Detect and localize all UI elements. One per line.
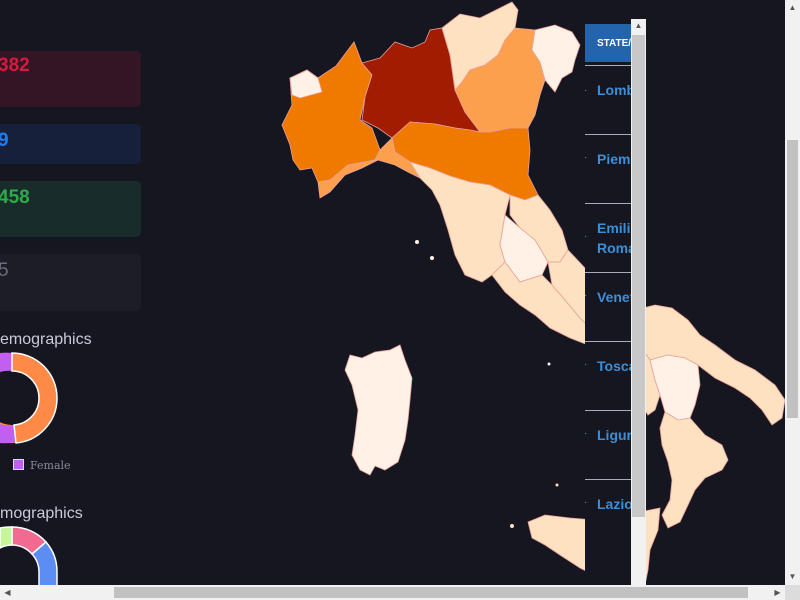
table-row-emilia-romagna[interactable]: ▶ Emilia- Romagna xyxy=(585,203,631,272)
age-donut xyxy=(0,526,58,586)
table-row-lazio[interactable]: ▶ Lazio xyxy=(585,479,631,548)
table-row-name-line2: Romagna xyxy=(597,240,631,256)
region-basilicata[interactable] xyxy=(649,354,701,421)
table-row-name: Lombardia xyxy=(597,82,631,98)
table-row-piemonte[interactable]: ▶ Piemonte xyxy=(585,134,631,203)
table-row-toscana[interactable]: ▶ Toscana xyxy=(585,341,631,410)
female-swatch-icon xyxy=(13,459,24,470)
caret-right-icon: ▶ xyxy=(585,430,587,437)
age-donut-slice-3 xyxy=(0,526,13,549)
scroll-up-arrow-icon[interactable]: ▲ xyxy=(634,21,643,30)
region-calabria[interactable] xyxy=(659,411,729,529)
scroll-down-arrow-icon[interactable]: ▼ xyxy=(788,572,797,581)
gender-donut-female-bottom xyxy=(0,424,16,444)
scroll-up-arrow-icon[interactable]: ▲ xyxy=(788,3,797,12)
table-row-name: Piemonte xyxy=(597,151,631,167)
region-sardegna[interactable] xyxy=(344,344,413,476)
scrollbar-corner xyxy=(785,585,800,600)
caret-right-icon: ▶ xyxy=(585,499,587,506)
region-valle-daosta[interactable] xyxy=(289,69,323,99)
table-row-name: Emilia- xyxy=(597,220,631,236)
caret-right-icon: ▶ xyxy=(585,154,587,161)
confirmed-count: 382 xyxy=(0,55,30,76)
island-egadi xyxy=(510,524,514,528)
table-row-name: Toscana xyxy=(597,358,631,374)
recovered-card[interactable]: 458 xyxy=(0,181,141,237)
gender-donut-female-top xyxy=(0,352,12,372)
state-table-header[interactable]: STATE/UT xyxy=(585,24,631,62)
page-horizontal-scrollbar-thumb[interactable] xyxy=(114,587,748,598)
island-elba xyxy=(415,240,419,244)
caret-right-icon: ▶ xyxy=(585,233,587,240)
gender-demographics-title: emographics xyxy=(0,331,92,348)
page-vertical-scrollbar[interactable]: ▲ ▼ xyxy=(785,0,800,585)
gender-legend-female-label: Female xyxy=(30,459,71,472)
gender-donut-male-slice xyxy=(11,352,58,444)
table-scrollbar-thumb[interactable] xyxy=(632,35,645,517)
table-row-name: Liguria xyxy=(597,427,631,443)
table-row-name: Lazio xyxy=(597,496,631,512)
table-row-name: Veneto xyxy=(597,289,631,305)
deceased-count: 5 xyxy=(0,260,9,281)
scroll-right-arrow-icon[interactable]: ▶ xyxy=(774,588,781,597)
gender-legend-female[interactable]: Female xyxy=(13,459,71,472)
page-vertical-scrollbar-thumb[interactable] xyxy=(787,140,798,418)
caret-right-icon: ▶ xyxy=(585,292,587,299)
caret-right-icon: ▶ xyxy=(585,87,587,94)
age-demographics-title: mographics xyxy=(0,505,83,522)
confirmed-card[interactable]: 382 xyxy=(0,51,141,107)
region-friuli[interactable] xyxy=(531,24,581,93)
recovered-count: 458 xyxy=(0,187,30,208)
table-scrollbar[interactable]: ▲ xyxy=(631,19,646,585)
region-puglia[interactable] xyxy=(624,304,786,426)
table-row-liguria[interactable]: ▶ Liguria xyxy=(585,410,631,479)
island-ponza xyxy=(547,362,551,366)
age-donut-slice-2 xyxy=(30,540,58,586)
gender-donut xyxy=(0,352,58,444)
page-horizontal-scrollbar[interactable]: ◀ ▶ xyxy=(0,585,785,600)
active-count: 9 xyxy=(0,130,9,151)
deceased-card[interactable]: 5 xyxy=(0,254,141,311)
island-ustica xyxy=(555,483,559,487)
table-row-lombardia[interactable]: ▶ Lombardia xyxy=(585,65,631,134)
active-card[interactable]: 9 xyxy=(0,124,141,164)
scroll-left-arrow-icon[interactable]: ◀ xyxy=(4,588,11,597)
island-giglio xyxy=(430,256,434,260)
caret-right-icon: ▶ xyxy=(585,361,587,368)
table-row-veneto[interactable]: ▶ Veneto xyxy=(585,272,631,341)
